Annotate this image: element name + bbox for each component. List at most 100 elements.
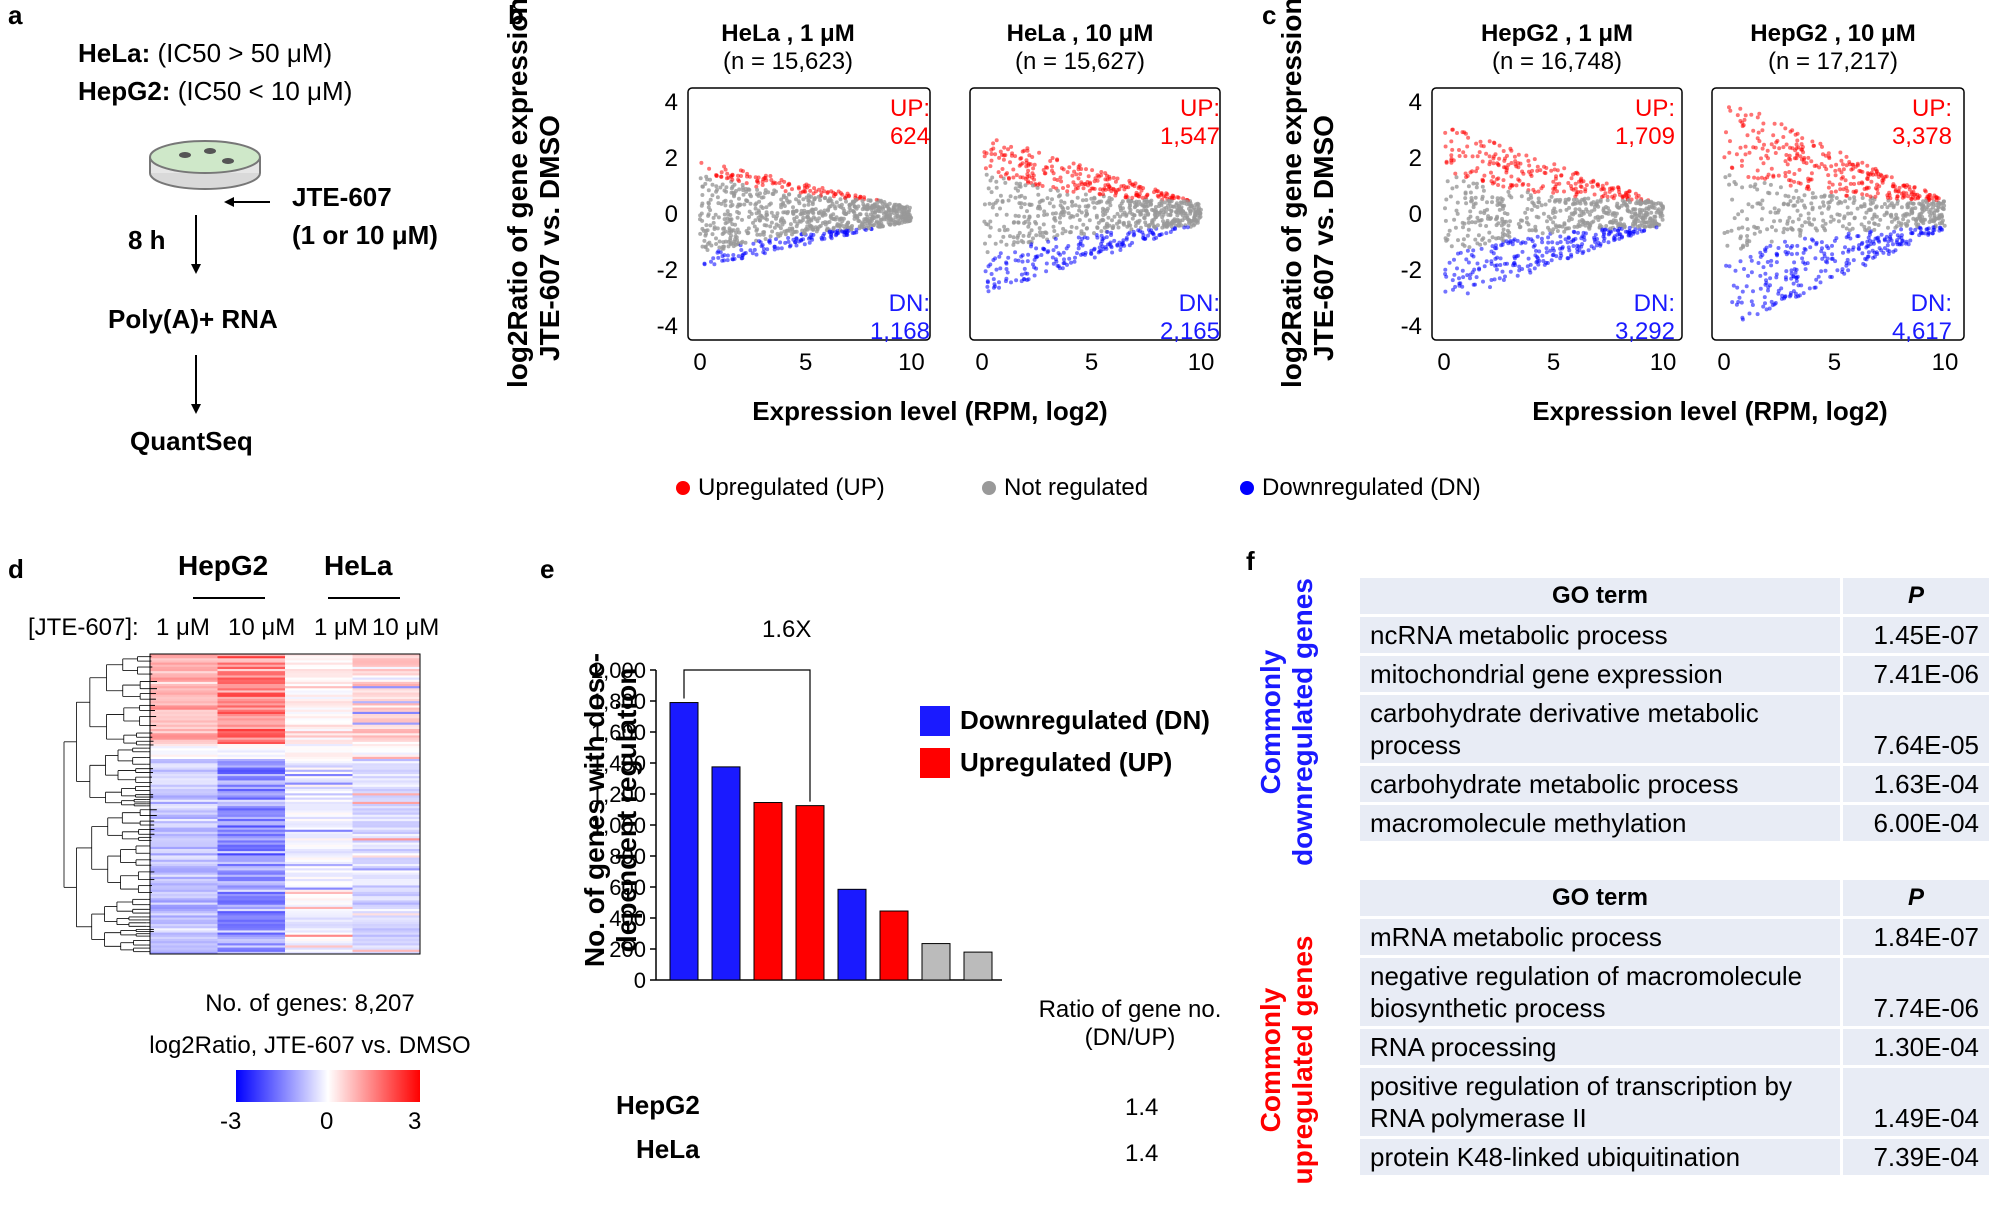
ma-point: [1795, 243, 1800, 248]
ma-point: [1013, 250, 1018, 255]
ma-point: [731, 253, 736, 257]
heatmap-cell: [285, 838, 353, 841]
ma-point: [1500, 197, 1505, 202]
heatmap-cell: [352, 930, 421, 934]
ma-point: [1850, 226, 1855, 231]
heatmap-cell: [217, 778, 286, 781]
ma-point: [727, 230, 732, 235]
ma-point: [1896, 220, 1901, 225]
ma-point: [1507, 234, 1512, 239]
ma-point: [1444, 197, 1449, 202]
ma-point: [1448, 194, 1453, 199]
ma-point: [1060, 266, 1065, 271]
ma-point: [907, 219, 912, 224]
heatmap-cell: [150, 838, 218, 841]
go-p: 1.49E-04: [1841, 1066, 1992, 1139]
ma-point: [1748, 254, 1753, 259]
ma-point: [994, 179, 999, 184]
ma-point: [1600, 194, 1604, 199]
ma-point: [751, 241, 756, 246]
ma-point: [698, 176, 703, 181]
heatmap-cell: [352, 711, 421, 715]
ma-point: [1893, 189, 1898, 194]
ma-point: [1533, 224, 1538, 229]
ma-point: [1471, 181, 1476, 186]
ma-point: [1913, 217, 1918, 222]
ma-point: [986, 186, 991, 191]
bar-3: [753, 802, 783, 981]
ma-point: [1619, 216, 1624, 221]
ma-point: [1759, 217, 1764, 222]
ma-point: [805, 214, 810, 219]
heatmap-cell: [217, 662, 286, 666]
ma-point: [1774, 275, 1779, 280]
heatmap-cell: [352, 906, 421, 910]
ma-point: [1086, 174, 1091, 179]
ma-point: [1872, 227, 1877, 232]
ma-point: [1080, 198, 1085, 203]
ma-point: [1054, 244, 1059, 249]
heatmap-cell: [285, 677, 353, 681]
ma-point: [718, 250, 723, 255]
ma-point: [1761, 161, 1766, 166]
heatmap-cell: [285, 675, 353, 679]
heatmap-cell: [285, 666, 353, 670]
ma-point: [1851, 175, 1856, 180]
ma-point: [1567, 248, 1572, 253]
ma-point: [1536, 262, 1541, 267]
heatmap-cell: [285, 759, 353, 762]
dendrogram: [63, 656, 157, 953]
heatmap-cell: [285, 915, 353, 919]
ma-point: [1473, 220, 1478, 225]
ma-point: [1457, 281, 1462, 286]
ma-point: [1558, 197, 1563, 202]
ma-point: [1776, 291, 1781, 296]
bar-ytick-label: 0: [634, 968, 646, 993]
ma-point: [1176, 195, 1181, 200]
ma-point: [1800, 157, 1804, 162]
heatmap-cell: [150, 784, 218, 788]
ma-plot-2-n: (n = 15,627): [1014, 48, 1146, 75]
heatmap-cell: [217, 793, 286, 796]
heatmap-cell: [217, 936, 286, 940]
ma-point: [1875, 191, 1880, 196]
ma-point: [721, 226, 726, 231]
heatmap-cell: [150, 924, 218, 927]
ma-point: [1771, 133, 1776, 138]
ma-point: [1160, 215, 1165, 220]
ma-point: [1461, 225, 1465, 230]
heatmap-cell: [150, 949, 218, 953]
ma-point: [1118, 248, 1123, 252]
ma-point: [1912, 185, 1917, 190]
heatmap-cell: [352, 752, 421, 756]
heatmap-cell: [285, 814, 353, 818]
heatmap-cell: [285, 900, 353, 904]
heatmap-cell: [150, 761, 218, 764]
ma-point: [730, 177, 735, 182]
ma-point: [1095, 226, 1100, 230]
ma-point: [717, 239, 722, 244]
heatmap-cell: [352, 750, 421, 754]
ma-point: [1035, 254, 1040, 259]
heatmap-cell: [285, 810, 353, 814]
heatmap-cell: [352, 718, 421, 721]
ma-point: [1768, 210, 1773, 215]
ma-point: [1862, 187, 1867, 191]
heatmap-cell: [150, 926, 218, 929]
ma-point: [1851, 258, 1856, 263]
ma-point: [760, 183, 765, 187]
bar-6: [879, 910, 909, 981]
ma-point: [1530, 200, 1535, 205]
heatmap-cell: [352, 664, 421, 668]
ma-point: [1823, 259, 1828, 264]
ma-point: [1888, 236, 1893, 241]
ma-point: [1060, 231, 1065, 236]
heatmap-cell: [352, 808, 421, 811]
heatmap-cell: [285, 660, 353, 664]
ma-point: [1017, 184, 1022, 189]
ma-point: [1608, 226, 1613, 231]
ma-point: [1792, 260, 1797, 265]
ma-point: [1511, 263, 1516, 268]
ma-point: [1870, 167, 1875, 172]
ma-point: [998, 206, 1002, 211]
